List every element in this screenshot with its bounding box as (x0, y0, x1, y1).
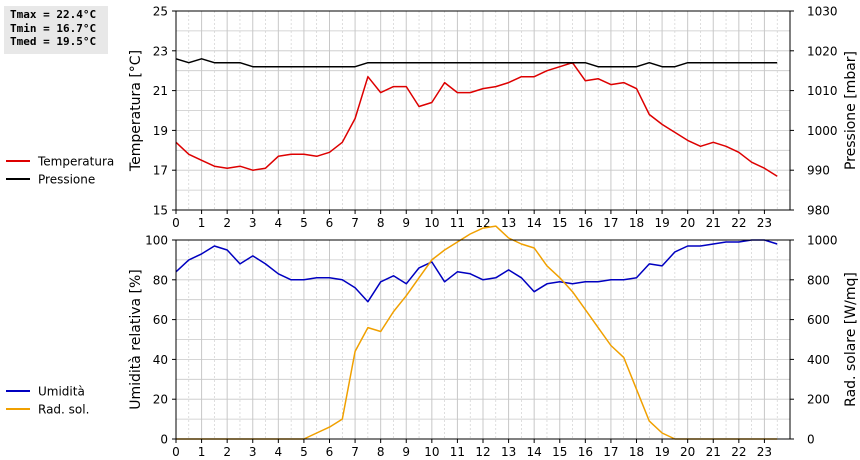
x-tick-label: 14 (527, 445, 542, 459)
x-tick-label: 6 (326, 216, 334, 230)
x-tick-label: 18 (629, 445, 644, 459)
y-right-tick-label: 400 (807, 353, 830, 367)
x-tick-label: 20 (680, 216, 695, 230)
y-right-axis-title: Rad. solare [W/mq] (843, 272, 859, 407)
x-tick-label: 0 (172, 216, 180, 230)
x-tick-label: 7 (351, 216, 359, 230)
x-tick-label: 5 (300, 445, 308, 459)
y-left-tick-label: 40 (153, 353, 168, 367)
stats-box: Tmax = 22.4°C Tmin = 16.7°C Tmed = 19.5°… (4, 6, 108, 54)
x-tick-label: 6 (326, 445, 334, 459)
x-tick-label: 4 (275, 445, 283, 459)
x-tick-label: 9 (402, 216, 410, 230)
legend-label: Pressione (38, 173, 95, 187)
x-tick-label: 22 (731, 445, 746, 459)
y-right-tick-label: 1000 (807, 234, 838, 248)
y-right-tick-label: 1020 (807, 44, 838, 58)
x-tick-label: 18 (629, 216, 644, 230)
y-right-tick-label: 980 (807, 204, 830, 218)
y-left-axis-title: Temperatura [°C] (128, 50, 144, 172)
x-tick-label: 23 (757, 445, 772, 459)
x-tick-label: 22 (731, 216, 746, 230)
x-tick-label: 16 (578, 445, 593, 459)
y-left-tick-label: 0 (160, 433, 168, 447)
x-tick-label: 13 (501, 445, 516, 459)
x-tick-label: 17 (603, 445, 618, 459)
y-left-tick-label: 20 (153, 393, 168, 407)
legend-label: Rad. sol. (38, 403, 89, 417)
y-right-tick-label: 200 (807, 393, 830, 407)
x-tick-label: 2 (223, 216, 231, 230)
legend-label: Temperatura (37, 155, 114, 169)
x-tick-label: 8 (377, 445, 385, 459)
y-right-tick-label: 990 (807, 164, 830, 178)
y-left-tick-label: 17 (153, 164, 168, 178)
y-left-tick-label: 21 (153, 84, 168, 98)
series-line-rad-sol (176, 225, 778, 440)
x-tick-label: 20 (680, 445, 695, 459)
x-tick-label: 19 (654, 216, 669, 230)
x-tick-label: 9 (402, 445, 410, 459)
x-tick-label: 1 (198, 216, 206, 230)
x-tick-label: 21 (706, 216, 721, 230)
x-tick-label: 11 (450, 216, 465, 230)
x-tick-label: 15 (552, 216, 567, 230)
humidity-solar-panel: 0 1 2 3 4 5 6 7 8 9 10 11 12 13 14 15 16 17 18 19 20 21 22 2302… (128, 225, 859, 459)
y-right-tick-label: 0 (807, 433, 815, 447)
x-tick-label: 17 (603, 216, 618, 230)
y-left-tick-label: 25 (153, 5, 168, 19)
tmin-label: Tmin = 16.7°C (10, 21, 97, 35)
x-tick-label: 12 (475, 216, 490, 230)
x-tick-label: 12 (475, 445, 490, 459)
y-left-tick-label: 23 (153, 44, 168, 58)
y-left-tick-label: 19 (153, 124, 168, 138)
y-right-tick-label: 800 (807, 273, 830, 287)
y-right-tick-label: 1030 (807, 5, 838, 19)
y-right-tick-label: 1000 (807, 124, 838, 138)
x-tick-label: 5 (300, 216, 308, 230)
x-tick-label: 0 (172, 445, 180, 459)
x-tick-label: 16 (578, 216, 593, 230)
y-left-axis-title: Umidità relativa [%] (128, 269, 144, 410)
x-tick-label: 10 (424, 216, 439, 230)
x-tick-label: 3 (249, 216, 257, 230)
x-tick-label: 15 (552, 445, 567, 459)
y-left-tick-label: 60 (153, 313, 168, 327)
x-tick-label: 11 (450, 445, 465, 459)
series-line-temperatura (175, 61, 778, 177)
tmax-label: Tmax = 22.4°C (10, 8, 97, 21)
x-tick-label: 8 (377, 216, 385, 230)
y-right-axis-title: Pressione [mbar] (843, 51, 859, 170)
y-left-tick-label: 100 (145, 234, 168, 248)
x-tick-label: 10 (424, 445, 439, 459)
x-tick-label: 14 (527, 216, 542, 230)
x-tick-label: 2 (223, 445, 231, 459)
y-left-tick-label: 80 (153, 273, 168, 287)
legend-label: Umidità (38, 385, 85, 399)
tmed-label: Tmed = 19.5°C (10, 35, 97, 48)
x-tick-label: 7 (351, 445, 359, 459)
legend: Temperatura Pressione Umidità Rad. sol. (6, 155, 114, 417)
y-right-tick-label: 600 (807, 313, 830, 327)
x-tick-label: 13 (501, 216, 516, 230)
x-tick-label: 4 (275, 216, 283, 230)
x-tick-label: 19 (654, 445, 669, 459)
x-tick-label: 21 (706, 445, 721, 459)
x-tick-label: 1 (198, 445, 206, 459)
temperature-pressure-panel: 0 1 2 3 4 5 6 7 8 9 10 11 12 13 14 15 16 17 18 19 20 21 22 2315… (128, 5, 859, 231)
x-tick-label: 23 (757, 216, 772, 230)
series-line-pressione (175, 58, 778, 68)
series-line-umidit (175, 239, 778, 303)
y-left-tick-label: 15 (153, 204, 168, 218)
x-tick-label: 3 (249, 445, 257, 459)
y-right-tick-label: 1010 (807, 84, 838, 98)
